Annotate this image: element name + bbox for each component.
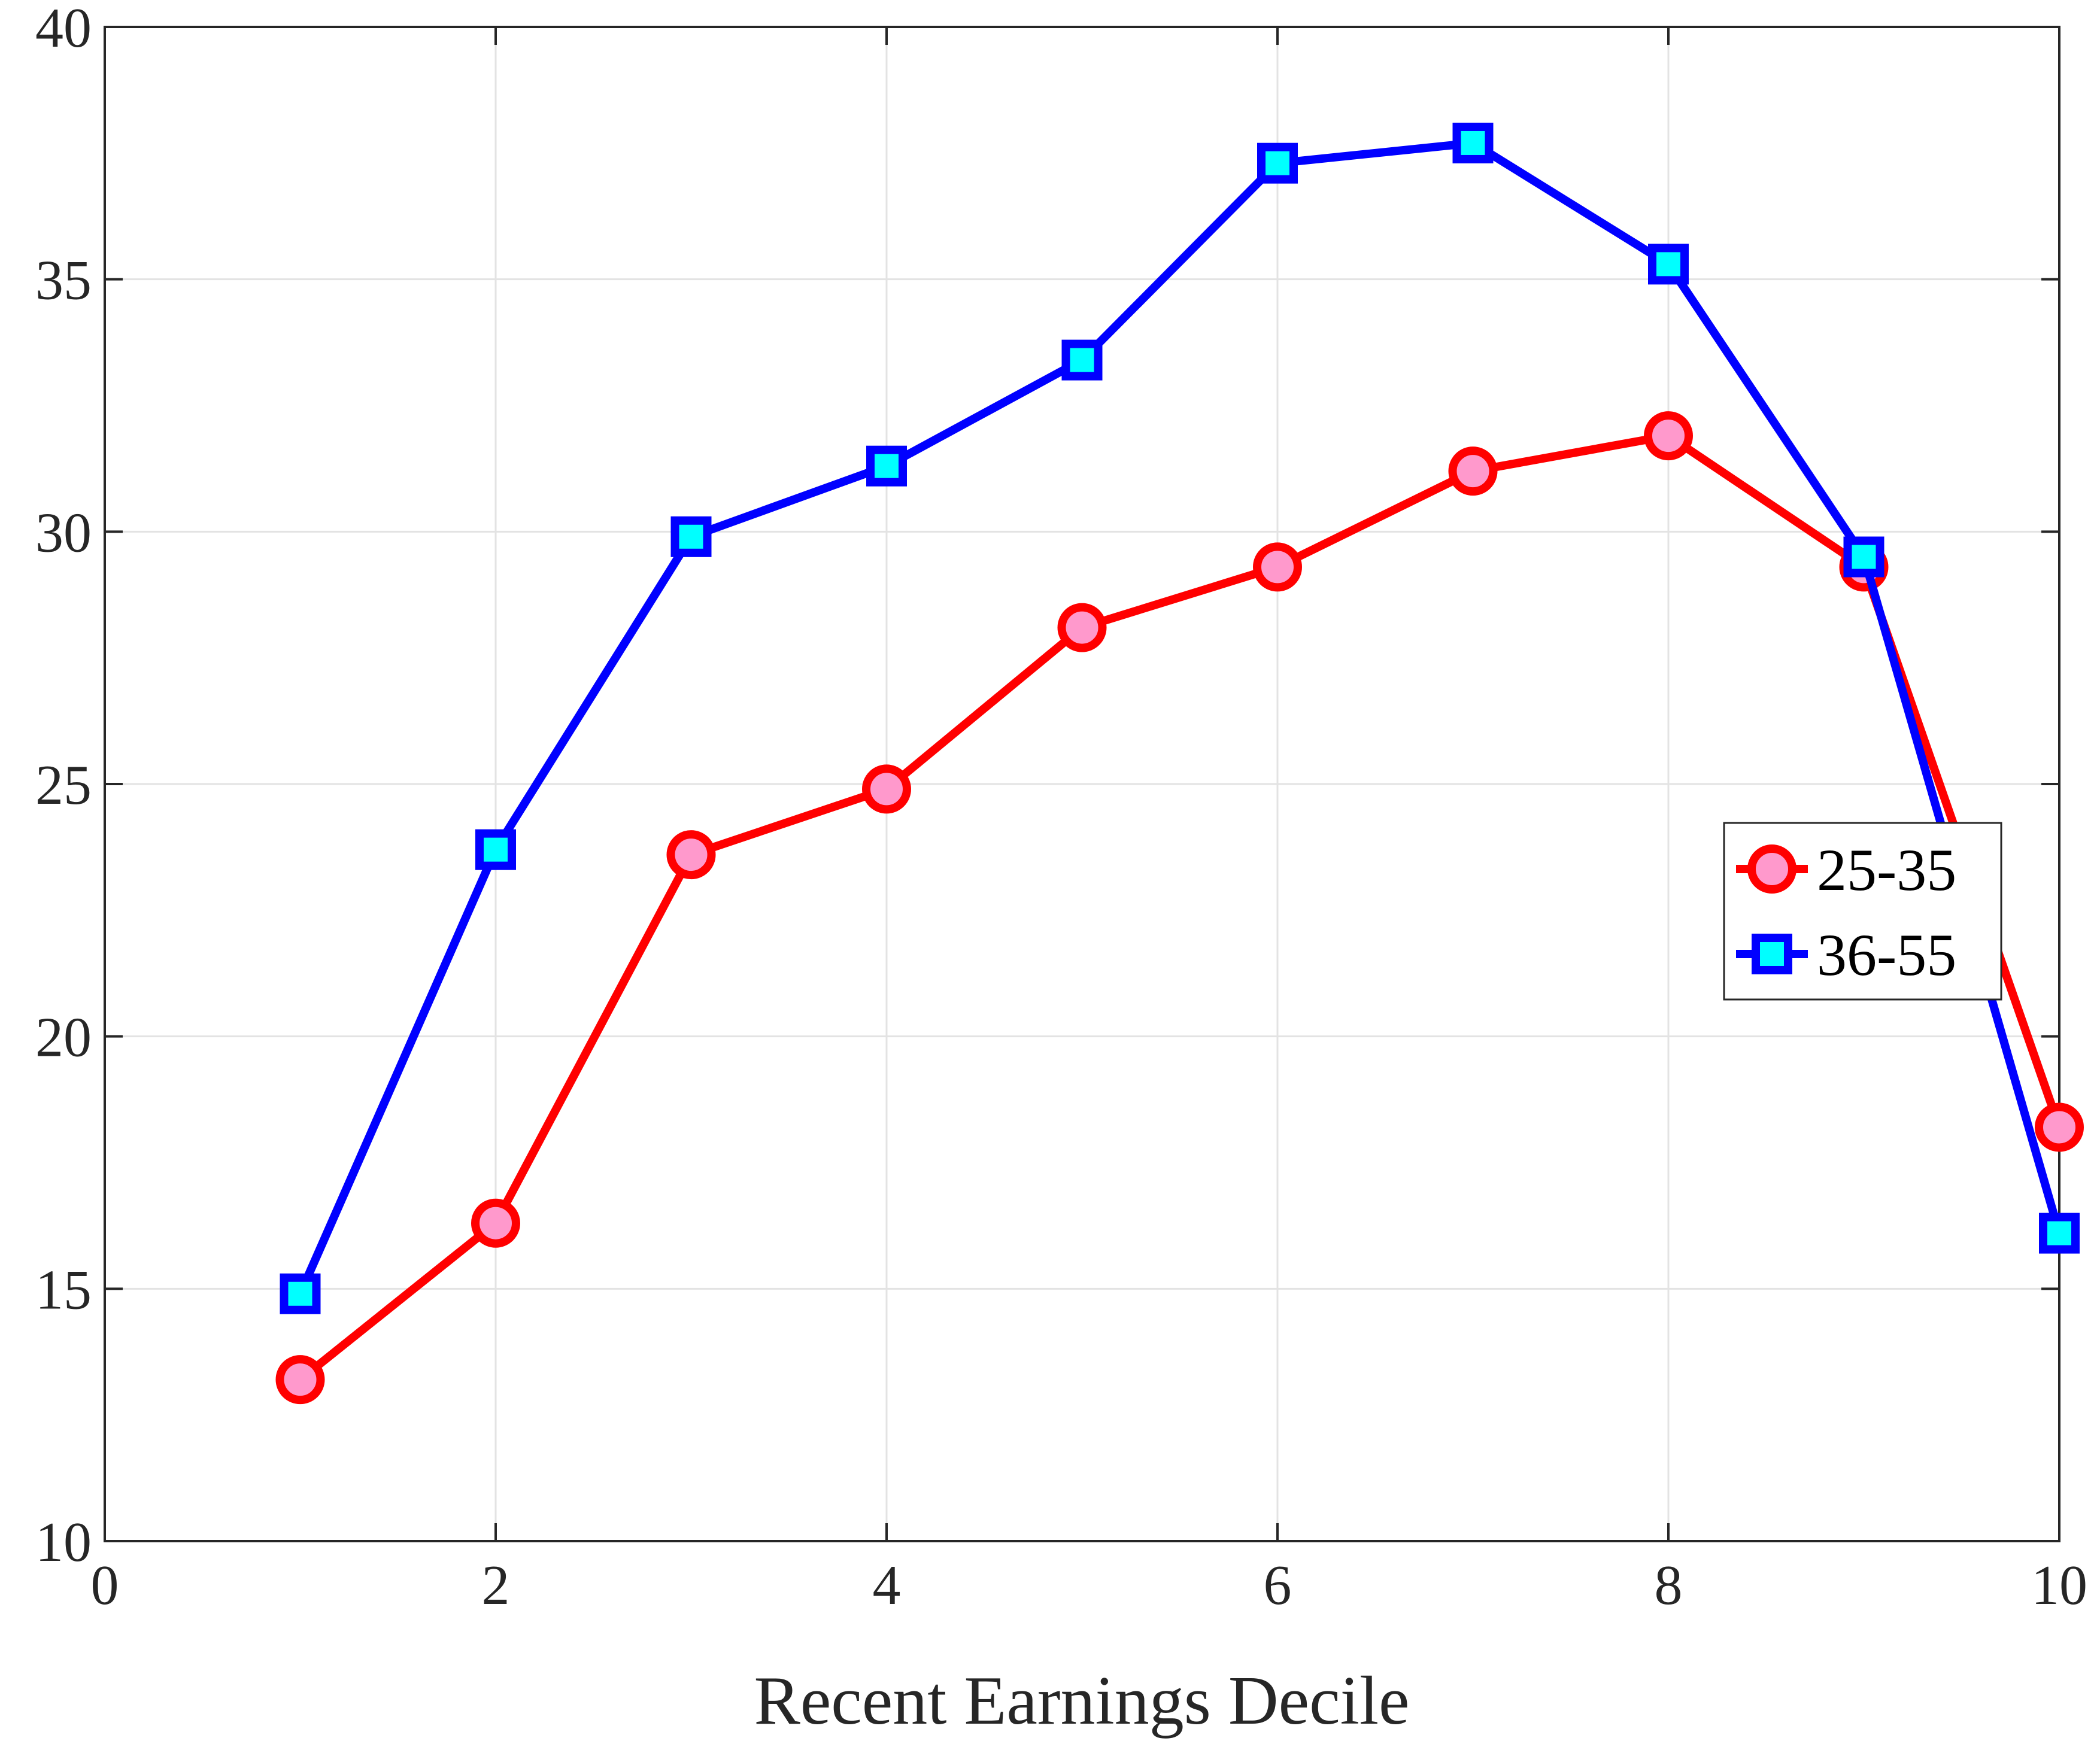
x-tick-label: 4 bbox=[873, 1554, 901, 1617]
legend-marker bbox=[1747, 844, 1796, 894]
data-point bbox=[1644, 411, 1693, 461]
data-point bbox=[862, 764, 911, 814]
series-layer bbox=[275, 122, 2084, 1405]
y-tick-label: 35 bbox=[35, 250, 92, 312]
data-point bbox=[1057, 603, 1107, 652]
x-tick-label: 8 bbox=[1655, 1554, 1683, 1617]
legend: 25-35 36-55 bbox=[1723, 822, 2002, 1001]
data-point bbox=[1843, 536, 1884, 578]
data-point bbox=[475, 829, 516, 870]
x-tick-label: 10 bbox=[2031, 1554, 2087, 1617]
legend-label: 25-35 bbox=[1817, 837, 1956, 903]
data-point bbox=[1452, 122, 1494, 163]
y-tick-label: 10 bbox=[35, 1511, 92, 1573]
series-line bbox=[296, 138, 2063, 1296]
data-point bbox=[1448, 446, 1498, 496]
legend-item: 25-35 bbox=[1736, 837, 1956, 903]
data-point bbox=[2039, 1213, 2080, 1254]
x-axis-label: Recent Earnings Decile bbox=[754, 1663, 1409, 1739]
legend-label: 36-55 bbox=[1817, 922, 1956, 988]
data-point bbox=[1253, 542, 1302, 592]
data-point bbox=[280, 1273, 321, 1314]
y-tick-label: 20 bbox=[35, 1007, 92, 1069]
x-tick-label: 2 bbox=[482, 1554, 510, 1617]
y-tick-label: 15 bbox=[35, 1259, 92, 1321]
series-36-55 bbox=[280, 122, 2080, 1314]
legend-item: 36-55 bbox=[1736, 922, 1956, 988]
data-point bbox=[1648, 244, 1689, 285]
y-tick-label: 40 bbox=[35, 0, 92, 59]
data-point bbox=[866, 445, 907, 487]
series-line bbox=[298, 432, 2063, 1383]
data-point bbox=[1257, 142, 1298, 184]
data-point bbox=[666, 830, 716, 880]
data-point bbox=[275, 1355, 325, 1405]
series-25-35 bbox=[275, 411, 2084, 1405]
y-tick-label: 30 bbox=[35, 502, 92, 564]
data-point bbox=[2035, 1102, 2084, 1152]
data-point bbox=[1061, 339, 1103, 381]
data-point bbox=[670, 516, 712, 557]
x-tick-label: 6 bbox=[1264, 1554, 1292, 1617]
x-tick-label: 0 bbox=[91, 1554, 119, 1617]
data-point bbox=[471, 1198, 520, 1248]
legend-marker bbox=[1752, 934, 1792, 974]
y-tick-label: 25 bbox=[35, 754, 92, 816]
axis-ticks: 0 2 4 6 8 10 10 15 20 25 30 35 40 bbox=[35, 0, 2087, 1617]
